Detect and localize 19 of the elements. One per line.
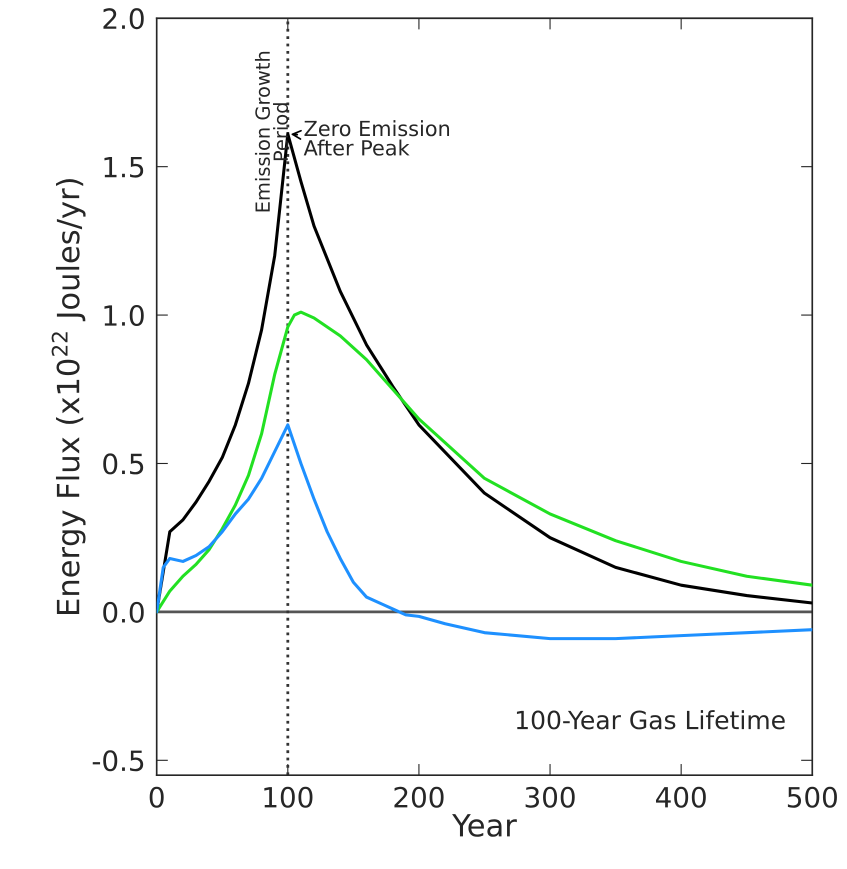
y-tick-label: -0.5 — [92, 750, 144, 772]
x-tick-label: 200 — [394, 786, 444, 808]
y-axis-title: Energy Flux (x10$^{22}$ Joules/yr) — [52, 179, 86, 614]
y-tick-label: 1.0 — [104, 305, 144, 326]
annotation: 100-Year Gas Lifetime — [516, 710, 785, 730]
y-tick-label: 2.0 — [103, 8, 144, 30]
x-tick-label: 500 — [788, 786, 837, 808]
line-series — [156, 310, 812, 614]
x-tick-label: 300 — [526, 786, 575, 808]
x-tick-label: 400 — [656, 786, 706, 808]
x-tick-label: 0 — [150, 786, 164, 808]
x-axis-title: Year — [452, 814, 517, 837]
y-tick-label: 0.0 — [103, 602, 144, 623]
annotation: Emission Growth Period — [254, 52, 288, 212]
x-tick-label: 100 — [264, 786, 312, 808]
line-series — [156, 423, 812, 640]
y-tick-label: 1.5 — [104, 156, 144, 178]
y-tick-label: 0.5 — [103, 453, 144, 474]
annotation: Zero Emission After Peak — [304, 120, 450, 156]
